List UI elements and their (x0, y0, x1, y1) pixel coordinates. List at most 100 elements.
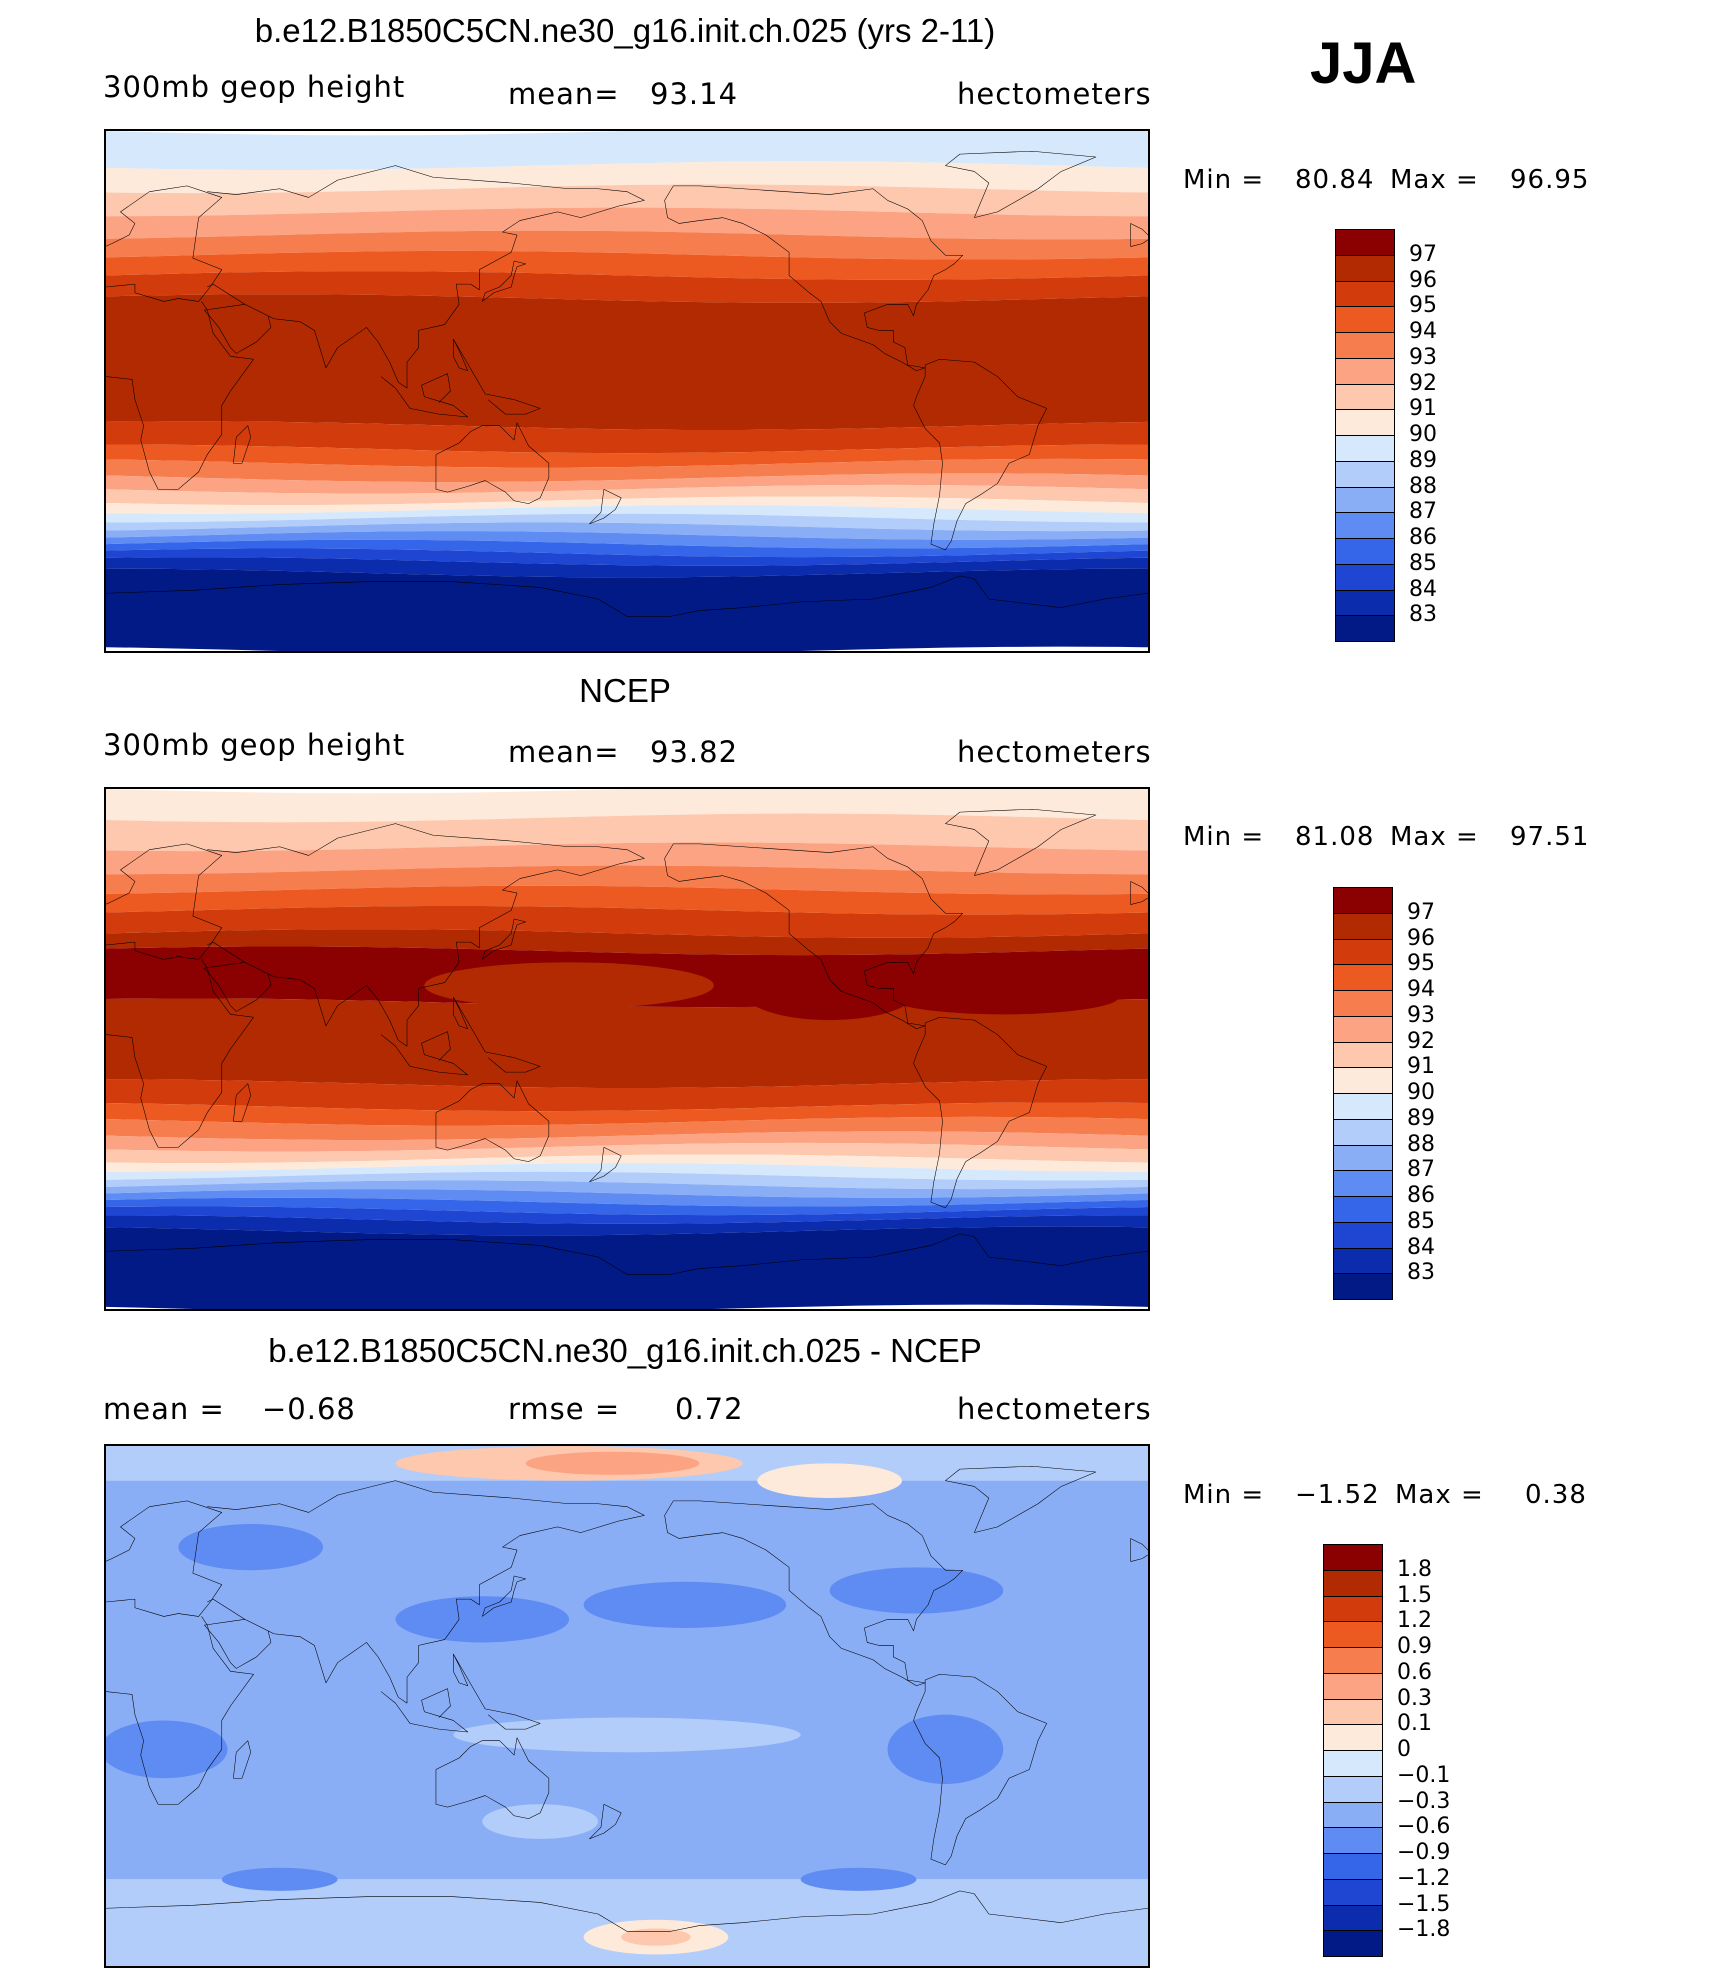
coastline-asia (204, 166, 644, 388)
contour-band (106, 1131, 1148, 1152)
colorbar-label: −1.8 (1397, 1917, 1451, 1943)
colorbar-label: 87 (1407, 1157, 1435, 1183)
panel-2-units: hectometers (957, 735, 1152, 769)
coastline-north-america (665, 186, 963, 371)
colorbar-label: −1.5 (1397, 1891, 1451, 1917)
contour-band (106, 1154, 1148, 1172)
panel-1-max-label: Max = (1390, 165, 1479, 195)
panel-2-map (104, 787, 1150, 1311)
colorbar-swatch (1335, 229, 1395, 256)
colorbar-swatch (1333, 1041, 1393, 1069)
season-label: JJA (1310, 31, 1417, 96)
colorbar-swatch (1335, 460, 1395, 488)
coastline-australia (436, 423, 549, 504)
coastline-asia (204, 824, 644, 1046)
panel-1-map (104, 129, 1150, 653)
coastline-asia (204, 1481, 644, 1703)
colorbar-swatch (1333, 1221, 1393, 1249)
coastline-new-zealand (589, 1147, 621, 1182)
coastline-south-america (914, 359, 1047, 550)
colorbar-label: 94 (1407, 977, 1435, 1002)
contour-band (106, 1116, 1148, 1140)
colorbar-label: −0.1 (1397, 1762, 1451, 1788)
panel-1-variable: 300mb geop height (103, 70, 406, 104)
colorbar-swatch (1333, 1067, 1393, 1094)
coastline-antarctica (106, 1891, 1148, 1931)
colorbar-swatch (1323, 1647, 1383, 1674)
contour-band (106, 522, 1148, 540)
colorbar-swatch (1323, 1853, 1383, 1880)
colorbar-swatch (1323, 1878, 1383, 1906)
colorbar-label: 97 (1409, 241, 1437, 267)
coastline-philippines-png (453, 997, 540, 1072)
contour-band (106, 458, 1148, 482)
colorbar-swatch (1335, 435, 1395, 462)
colorbar-swatch (1323, 1750, 1383, 1777)
contour-region (800, 1867, 917, 1891)
panel-2-colorbar: 97 96 95 94 93 92 91 90 89 88 87 86 85 84 83 (1333, 887, 1453, 1300)
panel-3-title: b.e12.B1850C5CN.ne30_g16.init.ch.025 - N… (268, 1332, 982, 1369)
colorbar-label: 85 (1407, 1208, 1435, 1234)
contour-band (106, 842, 1148, 875)
panel-2-title: NCEP (579, 672, 671, 709)
contour-region (424, 962, 714, 1009)
colorbar-swatch (1333, 1144, 1393, 1172)
colorbar-label: 1.8 (1397, 1556, 1432, 1582)
contour-region (621, 1928, 691, 1946)
contour-region (178, 1524, 324, 1571)
colorbar-label: −1.2 (1397, 1865, 1451, 1891)
coastline-philippines-png (453, 339, 540, 414)
coastline-new-zealand (589, 489, 621, 524)
contour-band (106, 531, 1148, 549)
colorbar-label: 94 (1409, 319, 1437, 344)
panel-1-map-svg (106, 131, 1148, 651)
colorbar-swatch (1335, 332, 1395, 359)
colorbar-swatch (1333, 990, 1393, 1017)
contour-region (221, 1867, 338, 1891)
contour-band (106, 1079, 1148, 1112)
colorbar-swatch (1335, 615, 1395, 642)
colorbar-label: 83 (1409, 602, 1437, 628)
colorbar-swatch (1323, 1930, 1383, 1957)
coastline-madagascar (233, 1741, 250, 1779)
panel-3-min-label: Min = (1183, 1480, 1265, 1510)
contour-band (106, 568, 1148, 651)
contour-region (453, 1717, 801, 1753)
colorbar-label: −0.3 (1397, 1788, 1451, 1814)
colorbar-label: 91 (1409, 396, 1437, 422)
colorbar-swatch (1335, 512, 1395, 539)
contour-band (106, 161, 1148, 194)
contour-band (106, 539, 1148, 558)
contour-band (106, 1171, 1148, 1190)
coastline-greenland (945, 809, 1096, 875)
colorbar-label: 97 (1407, 899, 1435, 925)
colorbar-swatch (1333, 1118, 1393, 1146)
colorbar-swatch (1335, 563, 1395, 591)
colorbar-swatch (1335, 357, 1395, 385)
coastline-greenland (945, 151, 1096, 217)
colorbar-swatch (1335, 409, 1395, 436)
contour-band (106, 1180, 1148, 1198)
contour-band (106, 250, 1148, 280)
coastline-madagascar (233, 426, 250, 464)
colorbar-swatch (1335, 486, 1395, 514)
contour-region (583, 1581, 787, 1628)
contour-region (106, 1720, 228, 1779)
coastline-north-america (665, 844, 963, 1029)
contour-band (106, 906, 1148, 938)
colorbar-label: 96 (1409, 267, 1437, 293)
colorbar-label: 96 (1407, 925, 1435, 951)
colorbar-swatch (1333, 1170, 1393, 1197)
coastline-britain (1131, 1538, 1148, 1561)
panel-1-min-label: Min = (1183, 165, 1265, 195)
colorbar-swatch (1335, 280, 1395, 308)
colorbar-label: 85 (1409, 550, 1437, 576)
colorbar-label: 92 (1409, 370, 1437, 396)
panel-3-min-value: −1.52 (1295, 1480, 1380, 1510)
colorbar-label: 90 (1407, 1080, 1435, 1105)
panel-3-mean-label: mean = (103, 1392, 225, 1426)
contour-band (106, 421, 1148, 454)
coastline-britain (1131, 881, 1148, 904)
contour-band (106, 1102, 1148, 1126)
panel-3-rmse-value: 0.72 (675, 1392, 744, 1426)
